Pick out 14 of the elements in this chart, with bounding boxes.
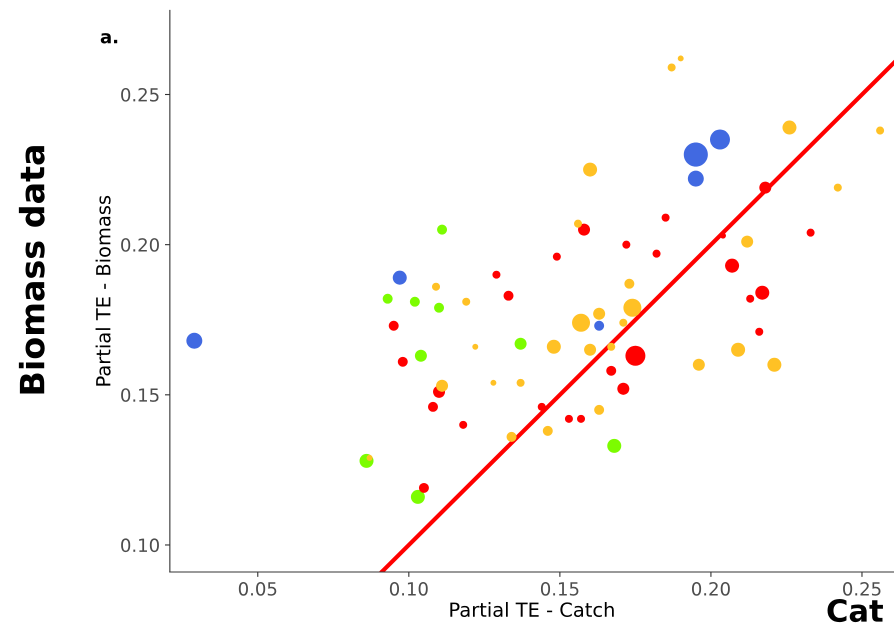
x-tick-label: 0.20 [692, 582, 730, 596]
x-tick-label: 0.25 [843, 582, 880, 596]
y-axis-title: Partial TE - Biomass [96, 196, 111, 386]
text: Biomass data [18, 146, 45, 394]
text: a. [100, 33, 118, 44]
y-tick-label: 0.15 [121, 388, 159, 402]
y-tick-label: 0.25 [121, 88, 159, 102]
x-tick-label: 0.10 [390, 582, 428, 596]
x-axis-title: Partial TE - Catch [450, 602, 614, 618]
text: Cat [828, 598, 883, 622]
x-tick-label: 0.05 [238, 582, 276, 596]
y-tick-label: 0.10 [121, 538, 159, 552]
y-tick-label: 0.20 [121, 238, 159, 252]
x-tick-label: 0.15 [540, 582, 578, 596]
